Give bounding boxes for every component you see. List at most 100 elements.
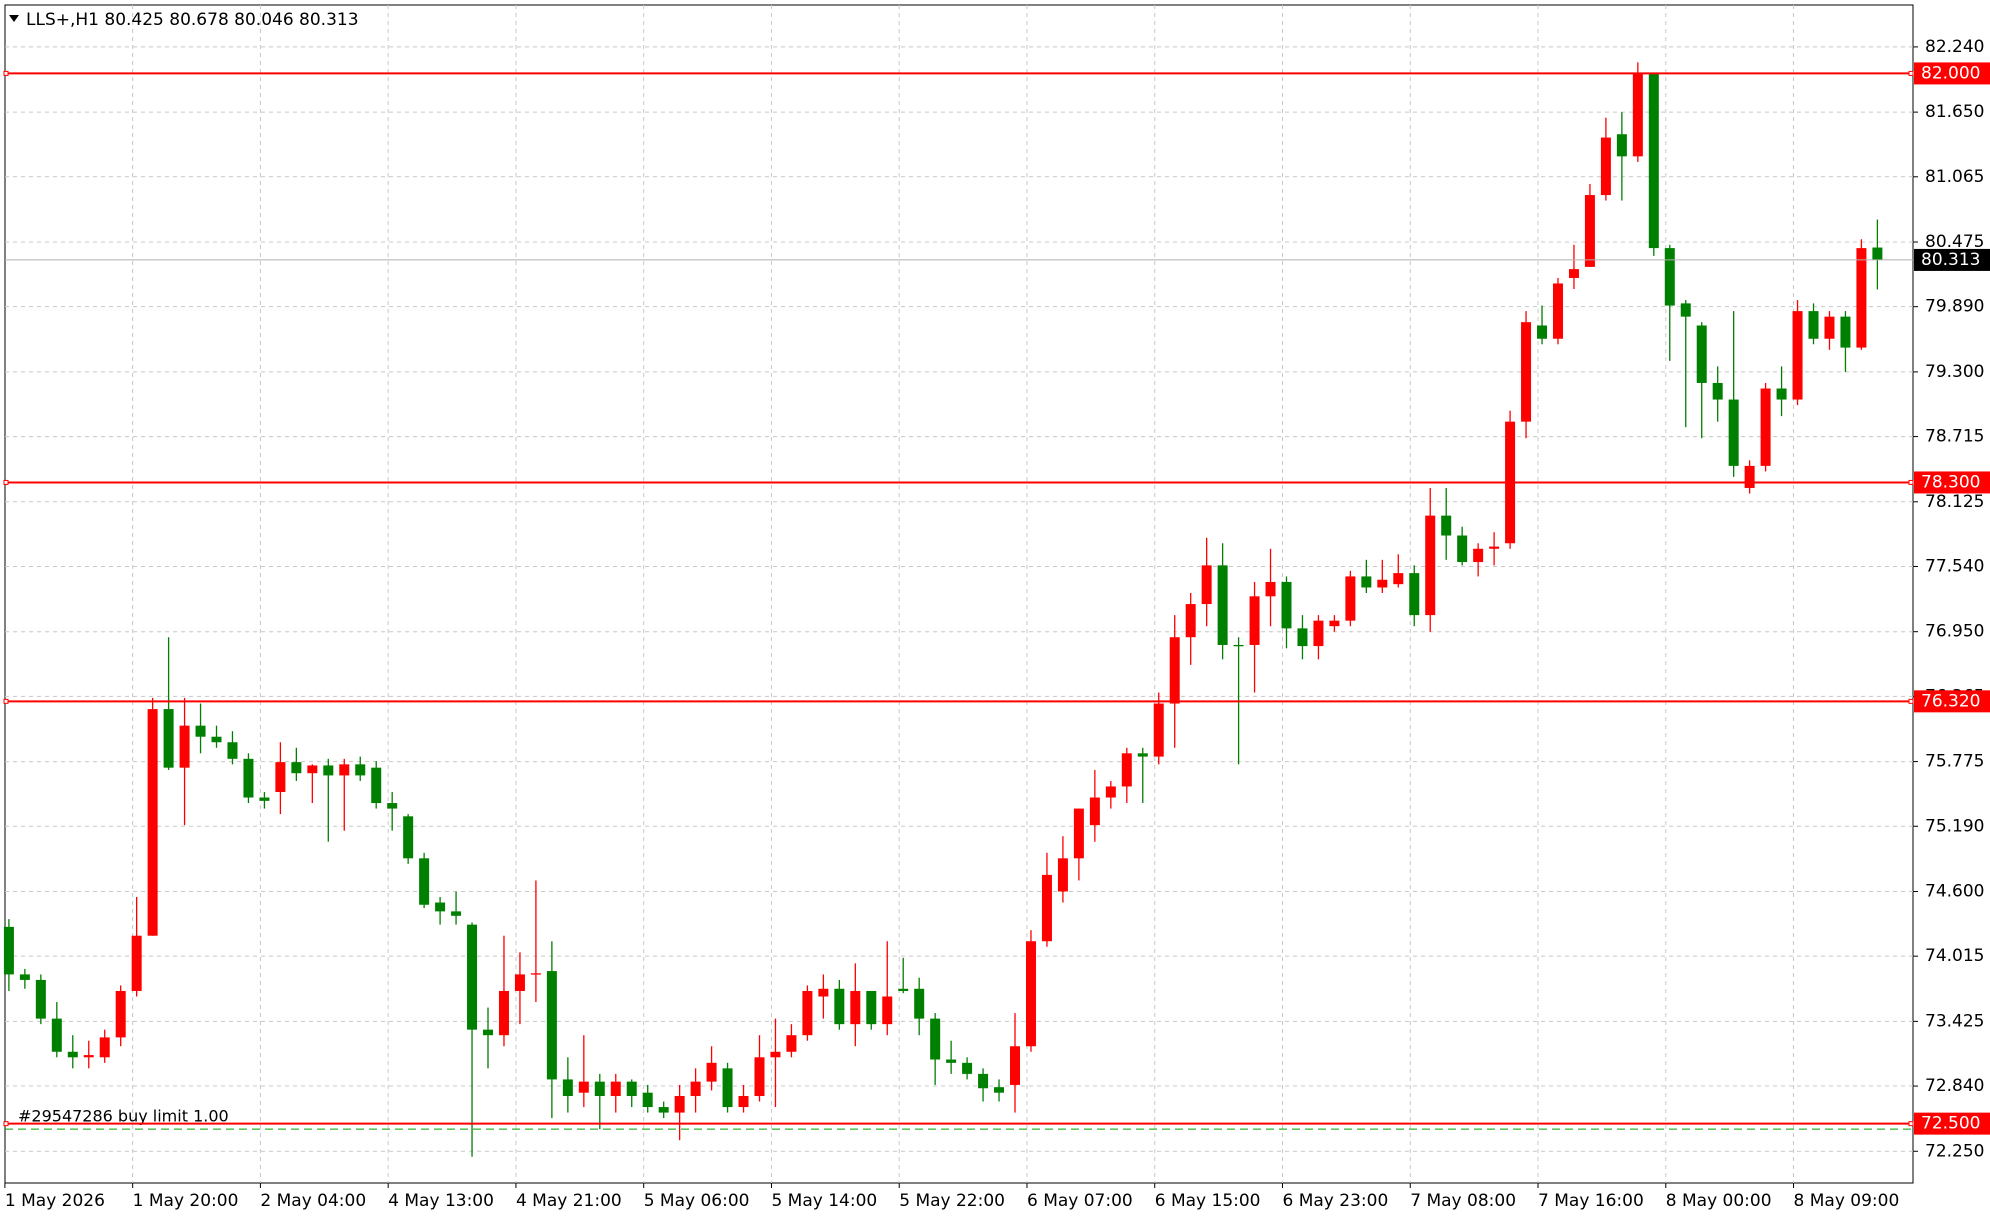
candle-body xyxy=(371,767,382,804)
candle-body xyxy=(1600,137,1611,196)
level-box xyxy=(1914,690,1990,713)
level-handle xyxy=(3,479,9,485)
candle-body xyxy=(1840,316,1851,348)
candle-body xyxy=(275,762,286,792)
candle-body xyxy=(562,1079,573,1096)
level-label: 82.000 xyxy=(1921,63,1980,83)
level-box xyxy=(1914,1112,1990,1135)
candle-body xyxy=(514,974,525,991)
candle-body xyxy=(1760,388,1771,466)
candle-body xyxy=(1632,73,1643,157)
candle-body xyxy=(898,988,909,991)
candle-body xyxy=(722,1068,733,1108)
level-handle xyxy=(3,698,9,704)
y-tick-label: 78.715 xyxy=(1925,427,1984,447)
candle-body xyxy=(946,1059,957,1063)
x-tick-label: 5 May 14:00 xyxy=(771,1191,877,1211)
candle-body xyxy=(1872,247,1883,260)
level-handle xyxy=(1908,479,1914,485)
candle-body xyxy=(35,979,46,1019)
x-tick-label: 1 May 2026 xyxy=(5,1191,105,1211)
plot-frame xyxy=(4,4,1914,1184)
candle-body xyxy=(1041,874,1052,942)
y-tick-label: 78.125 xyxy=(1925,492,1984,512)
candle-body xyxy=(690,1081,701,1096)
candle-body xyxy=(1616,134,1627,157)
candle-body xyxy=(818,988,829,997)
candle-body xyxy=(706,1062,717,1082)
candle-body xyxy=(1473,548,1484,563)
candle-body xyxy=(163,709,174,768)
candle-body xyxy=(1393,573,1404,585)
candle-body xyxy=(850,990,861,1025)
candle-body xyxy=(1153,703,1164,757)
candle-body xyxy=(259,797,270,801)
candle-body xyxy=(1313,620,1324,647)
y-tick-label: 81.065 xyxy=(1925,167,1984,187)
candle-body xyxy=(307,765,318,774)
candle-body xyxy=(19,974,30,980)
candle-body xyxy=(227,742,238,759)
grid: 82.240 81.650 81.065 80.475 79.890 79.300 78.7… xyxy=(4,5,1984,1211)
level-box xyxy=(1914,471,1990,494)
candle-body xyxy=(1249,596,1260,645)
candle-body xyxy=(403,816,414,859)
candle-body xyxy=(802,990,813,1036)
candle-body xyxy=(1361,576,1372,588)
candle-body xyxy=(1137,753,1148,757)
candle-body xyxy=(498,990,509,1036)
y-tick-label: 74.015 xyxy=(1925,946,1984,966)
candle-body xyxy=(1089,797,1100,826)
candle-body xyxy=(1537,325,1548,339)
y-tick-label: 79.890 xyxy=(1925,297,1984,317)
x-tick-label: 4 May 21:00 xyxy=(516,1191,622,1211)
candle-body xyxy=(594,1081,605,1096)
candle-body xyxy=(1169,637,1180,704)
y-tick-label: 72.840 xyxy=(1925,1076,1984,1096)
candle-body xyxy=(115,990,126,1038)
y-tick-label: 73.425 xyxy=(1925,1011,1984,1031)
level-label: 72.500 xyxy=(1921,1114,1980,1134)
menu-triangle[interactable] xyxy=(9,15,19,22)
candle-body xyxy=(1680,303,1691,317)
candle-body xyxy=(546,971,557,1080)
candle-body xyxy=(1489,546,1500,549)
candle-body xyxy=(738,1095,749,1108)
last-price-box xyxy=(1914,248,1990,271)
candle-body xyxy=(674,1095,685,1113)
candle-body xyxy=(754,1057,765,1096)
candle-body xyxy=(978,1073,989,1089)
candle-body xyxy=(1744,465,1755,488)
level-handle xyxy=(3,70,9,76)
candle-body xyxy=(1568,269,1579,278)
level-handle xyxy=(1908,1121,1914,1127)
candle-body xyxy=(610,1081,621,1096)
x-tick-label: 4 May 13:00 xyxy=(388,1191,494,1211)
candle-body xyxy=(1648,73,1659,249)
candle-body xyxy=(1057,858,1068,892)
x-tick-label: 6 May 07:00 xyxy=(1027,1191,1133,1211)
x-tick-label: 2 May 04:00 xyxy=(260,1191,366,1211)
candle-body xyxy=(1457,535,1468,563)
candle-body xyxy=(658,1107,669,1113)
level-label: 78.300 xyxy=(1921,472,1980,492)
candle-body xyxy=(1121,753,1132,787)
y-tick-label: 80.475 xyxy=(1925,232,1984,252)
candle-body xyxy=(578,1081,589,1093)
candle-body xyxy=(99,1037,110,1058)
y-tick-label: 74.600 xyxy=(1925,881,1984,901)
y-tick-label: 76.950 xyxy=(1925,622,1984,642)
x-tick-label: 7 May 08:00 xyxy=(1410,1191,1516,1211)
candle-body xyxy=(243,758,254,798)
candle-body xyxy=(83,1055,94,1058)
candle-body xyxy=(770,1051,781,1058)
x-tick-label: 5 May 06:00 xyxy=(644,1191,750,1211)
candle-body xyxy=(467,924,478,1030)
candle-body xyxy=(355,764,366,776)
order-label: #29547286 buy limit 1.00 xyxy=(18,1107,229,1126)
y-tick-label: 75.190 xyxy=(1925,816,1984,836)
candle-body xyxy=(387,803,398,809)
candle-body xyxy=(1441,515,1452,536)
candle-body xyxy=(1712,382,1723,400)
candle-body xyxy=(1728,399,1739,466)
